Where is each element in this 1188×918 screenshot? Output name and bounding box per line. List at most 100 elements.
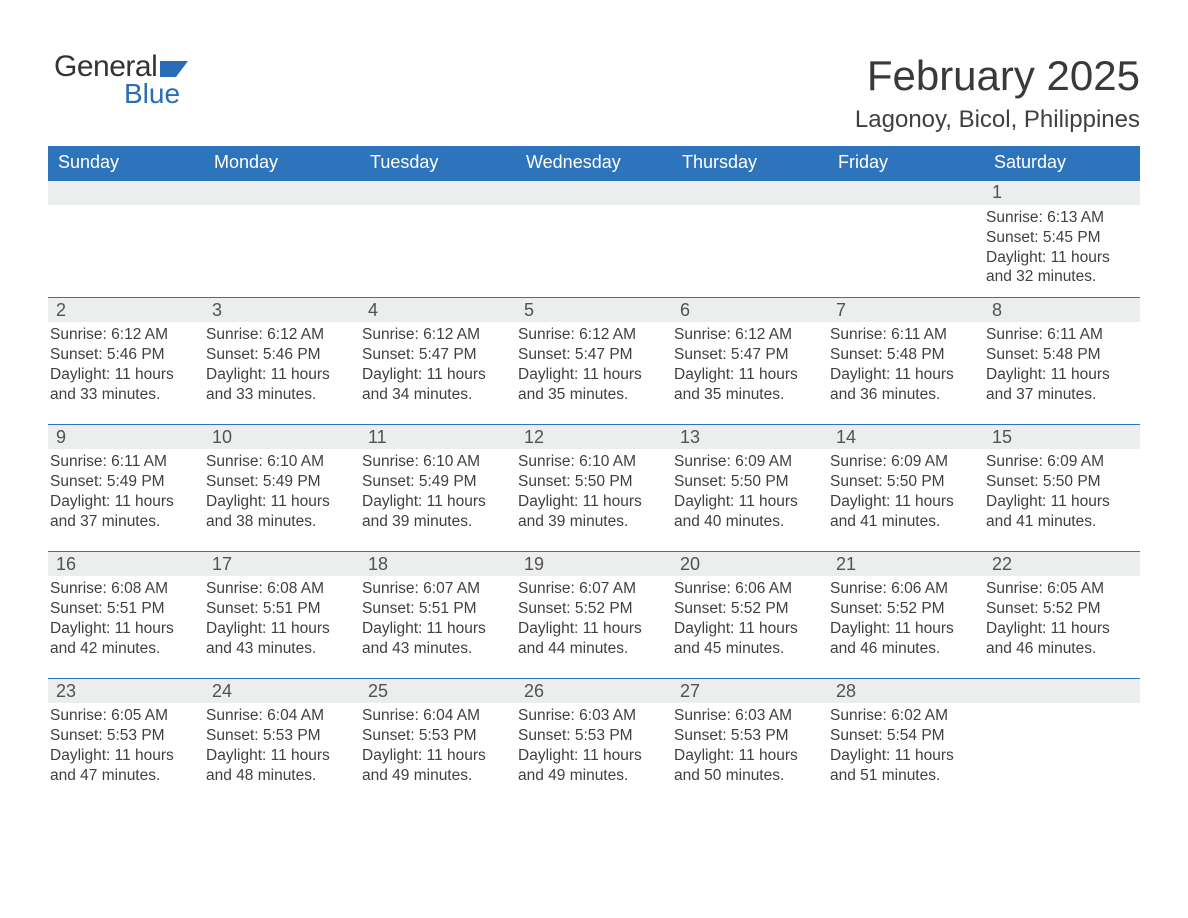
- day-number: 8: [984, 298, 1140, 322]
- calendar-week: 23Sunrise: 6:05 AMSunset: 5:53 PMDayligh…: [48, 678, 1140, 805]
- day-detail: Sunrise: 6:05 AMSunset: 5:52 PMDaylight:…: [984, 579, 1140, 658]
- sunrise-text: Sunrise: 6:07 AM: [518, 579, 666, 599]
- day-number: [828, 181, 984, 205]
- day-cell: [516, 181, 672, 297]
- day-cell: 12Sunrise: 6:10 AMSunset: 5:50 PMDayligh…: [516, 425, 672, 551]
- day-cell: 5Sunrise: 6:12 AMSunset: 5:47 PMDaylight…: [516, 298, 672, 424]
- daylight-text-1: Daylight: 11 hours: [674, 746, 822, 766]
- sunrise-text: Sunrise: 6:11 AM: [830, 325, 978, 345]
- dow-sunday: Sunday: [48, 146, 204, 180]
- day-number: 10: [204, 425, 360, 449]
- daylight-text-1: Daylight: 11 hours: [986, 492, 1134, 512]
- day-detail: Sunrise: 6:07 AMSunset: 5:51 PMDaylight:…: [360, 579, 516, 658]
- sunrise-text: Sunrise: 6:06 AM: [674, 579, 822, 599]
- sunset-text: Sunset: 5:49 PM: [362, 472, 510, 492]
- day-cell: [360, 181, 516, 297]
- dow-monday: Monday: [204, 146, 360, 180]
- day-cell: 15 Sunrise: 6:09 AMSunset: 5:50 PMDayligh…: [984, 425, 1140, 551]
- sunrise-text: Sunrise: 6:05 AM: [50, 706, 198, 726]
- sunset-text: Sunset: 5:52 PM: [674, 599, 822, 619]
- day-cell: 3Sunrise: 6:12 AMSunset: 5:46 PMDaylight…: [204, 298, 360, 424]
- day-detail: Sunrise: 6:09 AMSunset: 5:50 PMDaylight:…: [984, 452, 1140, 531]
- sunrise-text: Sunrise: 6:12 AM: [518, 325, 666, 345]
- month-title: February 2025: [48, 52, 1140, 100]
- day-detail: Sunrise: 6:12 AMSunset: 5:47 PMDaylight:…: [672, 325, 828, 404]
- day-number: 28: [828, 679, 984, 703]
- daylight-text-1: Daylight: 11 hours: [518, 492, 666, 512]
- day-number: 9: [48, 425, 204, 449]
- sunrise-text: Sunrise: 6:03 AM: [518, 706, 666, 726]
- daylight-text-1: Daylight: 11 hours: [518, 619, 666, 639]
- day-cell: 6 Sunrise: 6:12 AMSunset: 5:47 PMDaylight…: [672, 298, 828, 424]
- day-number: 6: [672, 298, 828, 322]
- daylight-text-2: and 33 minutes.: [206, 385, 354, 405]
- daylight-text-2: and 32 minutes.: [986, 267, 1134, 287]
- day-number: 13: [672, 425, 828, 449]
- daylight-text-1: Daylight: 11 hours: [830, 746, 978, 766]
- daylight-text-1: Daylight: 11 hours: [362, 365, 510, 385]
- sunrise-text: Sunrise: 6:04 AM: [362, 706, 510, 726]
- daylight-text-2: and 34 minutes.: [362, 385, 510, 405]
- daylight-text-1: Daylight: 11 hours: [986, 248, 1134, 268]
- sunrise-text: Sunrise: 6:05 AM: [986, 579, 1134, 599]
- day-detail: Sunrise: 6:10 AMSunset: 5:49 PMDaylight:…: [360, 452, 516, 531]
- day-detail: Sunrise: 6:11 AMSunset: 5:48 PMDaylight:…: [984, 325, 1140, 404]
- day-number: 5: [516, 298, 672, 322]
- sunrise-text: Sunrise: 6:08 AM: [50, 579, 198, 599]
- day-detail: Sunrise: 6:09 AMSunset: 5:50 PMDaylight:…: [672, 452, 828, 531]
- daylight-text-2: and 49 minutes.: [362, 766, 510, 786]
- day-cell: 9Sunrise: 6:11 AMSunset: 5:49 PMDaylight…: [48, 425, 204, 551]
- day-number: 15: [984, 425, 1140, 449]
- day-cell: 20Sunrise: 6:06 AMSunset: 5:52 PMDayligh…: [672, 552, 828, 678]
- day-number: 7: [828, 298, 984, 322]
- day-detail: Sunrise: 6:05 AMSunset: 5:53 PMDaylight:…: [48, 706, 204, 785]
- day-number: 1: [984, 181, 1140, 205]
- day-number: 17: [204, 552, 360, 576]
- sunset-text: Sunset: 5:45 PM: [986, 228, 1134, 248]
- sunset-text: Sunset: 5:46 PM: [50, 345, 198, 365]
- daylight-text-1: Daylight: 11 hours: [206, 492, 354, 512]
- day-cell: 21Sunrise: 6:06 AMSunset: 5:52 PMDayligh…: [828, 552, 984, 678]
- day-detail: Sunrise: 6:04 AMSunset: 5:53 PMDaylight:…: [360, 706, 516, 785]
- sunset-text: Sunset: 5:51 PM: [206, 599, 354, 619]
- day-detail: Sunrise: 6:12 AMSunset: 5:46 PMDaylight:…: [48, 325, 204, 404]
- day-cell: 25Sunrise: 6:04 AMSunset: 5:53 PMDayligh…: [360, 679, 516, 805]
- daylight-text-1: Daylight: 11 hours: [50, 619, 198, 639]
- day-number: 2: [48, 298, 204, 322]
- day-cell: 10 Sunrise: 6:10 AMSunset: 5:49 PMDayligh…: [204, 425, 360, 551]
- daylight-text-2: and 45 minutes.: [674, 639, 822, 659]
- sunset-text: Sunset: 5:49 PM: [206, 472, 354, 492]
- day-cell: 4Sunrise: 6:12 AMSunset: 5:47 PMDaylight…: [360, 298, 516, 424]
- daylight-text-2: and 41 minutes.: [830, 512, 978, 532]
- sunrise-text: Sunrise: 6:11 AM: [50, 452, 198, 472]
- daylight-text-2: and 46 minutes.: [986, 639, 1134, 659]
- day-number: 23: [48, 679, 204, 703]
- dow-friday: Friday: [828, 146, 984, 180]
- daylight-text-2: and 37 minutes.: [50, 512, 198, 532]
- day-cell: 1Sunrise: 6:13 AMSunset: 5:45 PMDaylight…: [984, 181, 1140, 297]
- calendar-week: 2Sunrise: 6:12 AMSunset: 5:46 PMDaylight…: [48, 297, 1140, 424]
- sunset-text: Sunset: 5:50 PM: [518, 472, 666, 492]
- day-number: 26: [516, 679, 672, 703]
- sunrise-text: Sunrise: 6:12 AM: [50, 325, 198, 345]
- daylight-text-1: Daylight: 11 hours: [362, 492, 510, 512]
- daylight-text-2: and 43 minutes.: [362, 639, 510, 659]
- dow-wednesday: Wednesday: [516, 146, 672, 180]
- day-detail: Sunrise: 6:10 AMSunset: 5:49 PMDaylight:…: [204, 452, 360, 531]
- sunrise-text: Sunrise: 6:12 AM: [674, 325, 822, 345]
- sunrise-text: Sunrise: 6:06 AM: [830, 579, 978, 599]
- dow-saturday: Saturday: [984, 146, 1140, 180]
- daylight-text-1: Daylight: 11 hours: [50, 746, 198, 766]
- daylight-text-2: and 35 minutes.: [674, 385, 822, 405]
- day-number: 4: [360, 298, 516, 322]
- daylight-text-2: and 36 minutes.: [830, 385, 978, 405]
- calendar-week: 1Sunrise: 6:13 AMSunset: 5:45 PMDaylight…: [48, 180, 1140, 297]
- day-number: [672, 181, 828, 205]
- daylight-text-1: Daylight: 11 hours: [50, 365, 198, 385]
- brand-logo: General Blue: [54, 54, 194, 106]
- sunset-text: Sunset: 5:53 PM: [50, 726, 198, 746]
- sunrise-text: Sunrise: 6:12 AM: [206, 325, 354, 345]
- day-detail: Sunrise: 6:10 AMSunset: 5:50 PMDaylight:…: [516, 452, 672, 531]
- day-number: [360, 181, 516, 205]
- daylight-text-1: Daylight: 11 hours: [362, 746, 510, 766]
